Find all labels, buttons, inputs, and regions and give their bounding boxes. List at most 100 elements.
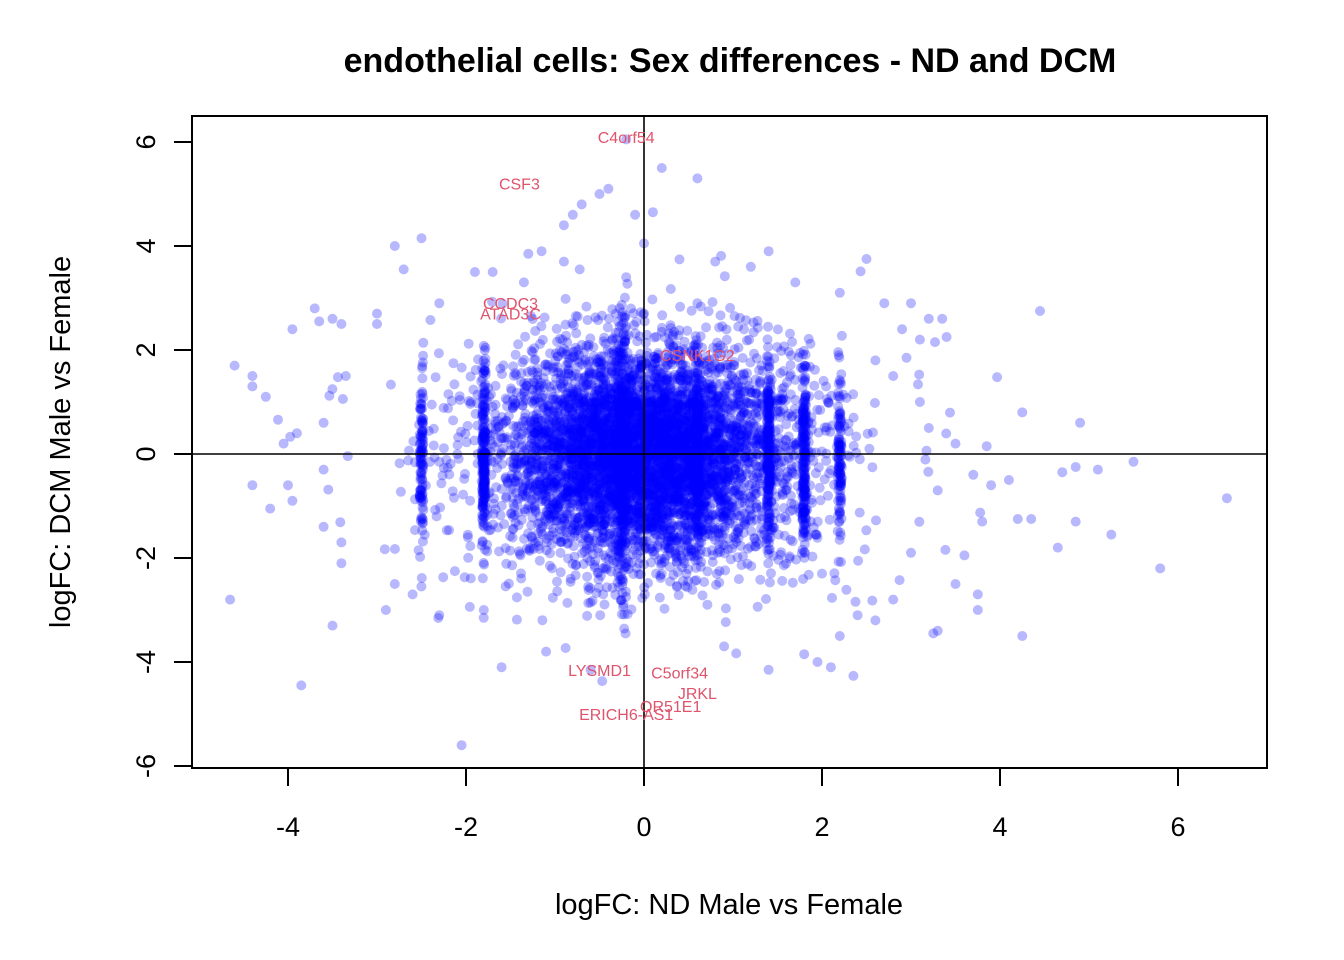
data-point [785, 490, 796, 501]
data-point [631, 549, 642, 560]
data-point [745, 387, 755, 398]
data-point [604, 488, 615, 499]
data-point [590, 482, 601, 493]
data-point [584, 419, 595, 429]
data-point [627, 429, 638, 440]
data-point [611, 464, 622, 474]
data-point [779, 530, 790, 541]
data-point [631, 316, 642, 327]
data-point [662, 404, 673, 414]
data-point [657, 310, 668, 321]
data-point [601, 508, 611, 519]
data-point [869, 398, 880, 408]
data-point [618, 565, 629, 576]
data-point [599, 599, 610, 610]
data-point [596, 425, 607, 436]
data-point [745, 514, 755, 525]
data-point [540, 487, 551, 498]
data-point [680, 519, 691, 530]
data-point [600, 391, 610, 402]
data-point [646, 416, 657, 427]
data-point [696, 401, 707, 412]
data-point [786, 464, 797, 475]
data-point [671, 463, 682, 474]
data-point [665, 472, 676, 483]
data-point [531, 425, 542, 436]
data-point [620, 495, 630, 506]
data-point [647, 294, 658, 305]
data-point [586, 421, 597, 432]
data-point [667, 463, 678, 474]
data-point [680, 498, 691, 509]
data-point [582, 519, 593, 530]
data-point [651, 513, 662, 524]
data-point [696, 456, 707, 467]
data-point [629, 489, 640, 500]
data-point [670, 456, 681, 467]
data-point [656, 529, 667, 540]
data-point [680, 429, 691, 440]
data-point [712, 417, 723, 428]
data-point [548, 434, 559, 445]
data-point [566, 398, 576, 409]
data-point [697, 414, 708, 425]
data-point [603, 437, 614, 448]
data-point [610, 539, 621, 550]
data-point [627, 488, 638, 499]
data-point [720, 493, 731, 504]
data-points [225, 134, 1232, 751]
data-point [682, 582, 693, 593]
data-point [614, 376, 625, 387]
data-point [637, 537, 648, 548]
data-point [600, 458, 611, 469]
data-point [669, 493, 680, 504]
data-point [592, 389, 602, 400]
data-point [675, 374, 685, 385]
data-point [669, 398, 680, 409]
data-point [603, 419, 614, 430]
data-point [573, 512, 584, 523]
data-point [594, 485, 604, 496]
data-point [574, 442, 585, 453]
data-point [600, 430, 610, 441]
data-point [552, 489, 563, 500]
data-point [758, 438, 769, 449]
data-point [574, 459, 585, 470]
data-point [638, 505, 648, 516]
data-point [719, 381, 730, 391]
data-point [648, 410, 658, 420]
data-point [630, 356, 641, 367]
data-point [665, 284, 676, 294]
data-point [780, 434, 791, 445]
data-point [658, 499, 669, 509]
data-point [579, 480, 590, 491]
data-point [542, 476, 553, 487]
data-point [719, 461, 730, 472]
data-point [675, 352, 686, 363]
data-point [629, 433, 640, 444]
data-point [563, 427, 574, 438]
data-point [587, 438, 598, 449]
data-point [622, 609, 633, 620]
data-point [653, 480, 664, 491]
data-point [714, 428, 725, 439]
data-point [673, 406, 683, 417]
data-point [691, 482, 702, 493]
data-point [652, 542, 663, 553]
data-point [653, 437, 664, 448]
data-point [716, 445, 727, 456]
data-point [622, 460, 633, 471]
data-point [701, 547, 712, 557]
data-point [590, 397, 601, 408]
data-point [698, 426, 709, 437]
data-point [590, 502, 601, 513]
data-point [490, 380, 501, 391]
data-point [593, 412, 603, 423]
data-point [653, 442, 663, 453]
data-point [650, 381, 661, 392]
data-point [671, 535, 682, 546]
data-point [605, 473, 616, 484]
data-point [573, 479, 584, 490]
data-point [694, 498, 705, 509]
data-point [675, 442, 686, 453]
